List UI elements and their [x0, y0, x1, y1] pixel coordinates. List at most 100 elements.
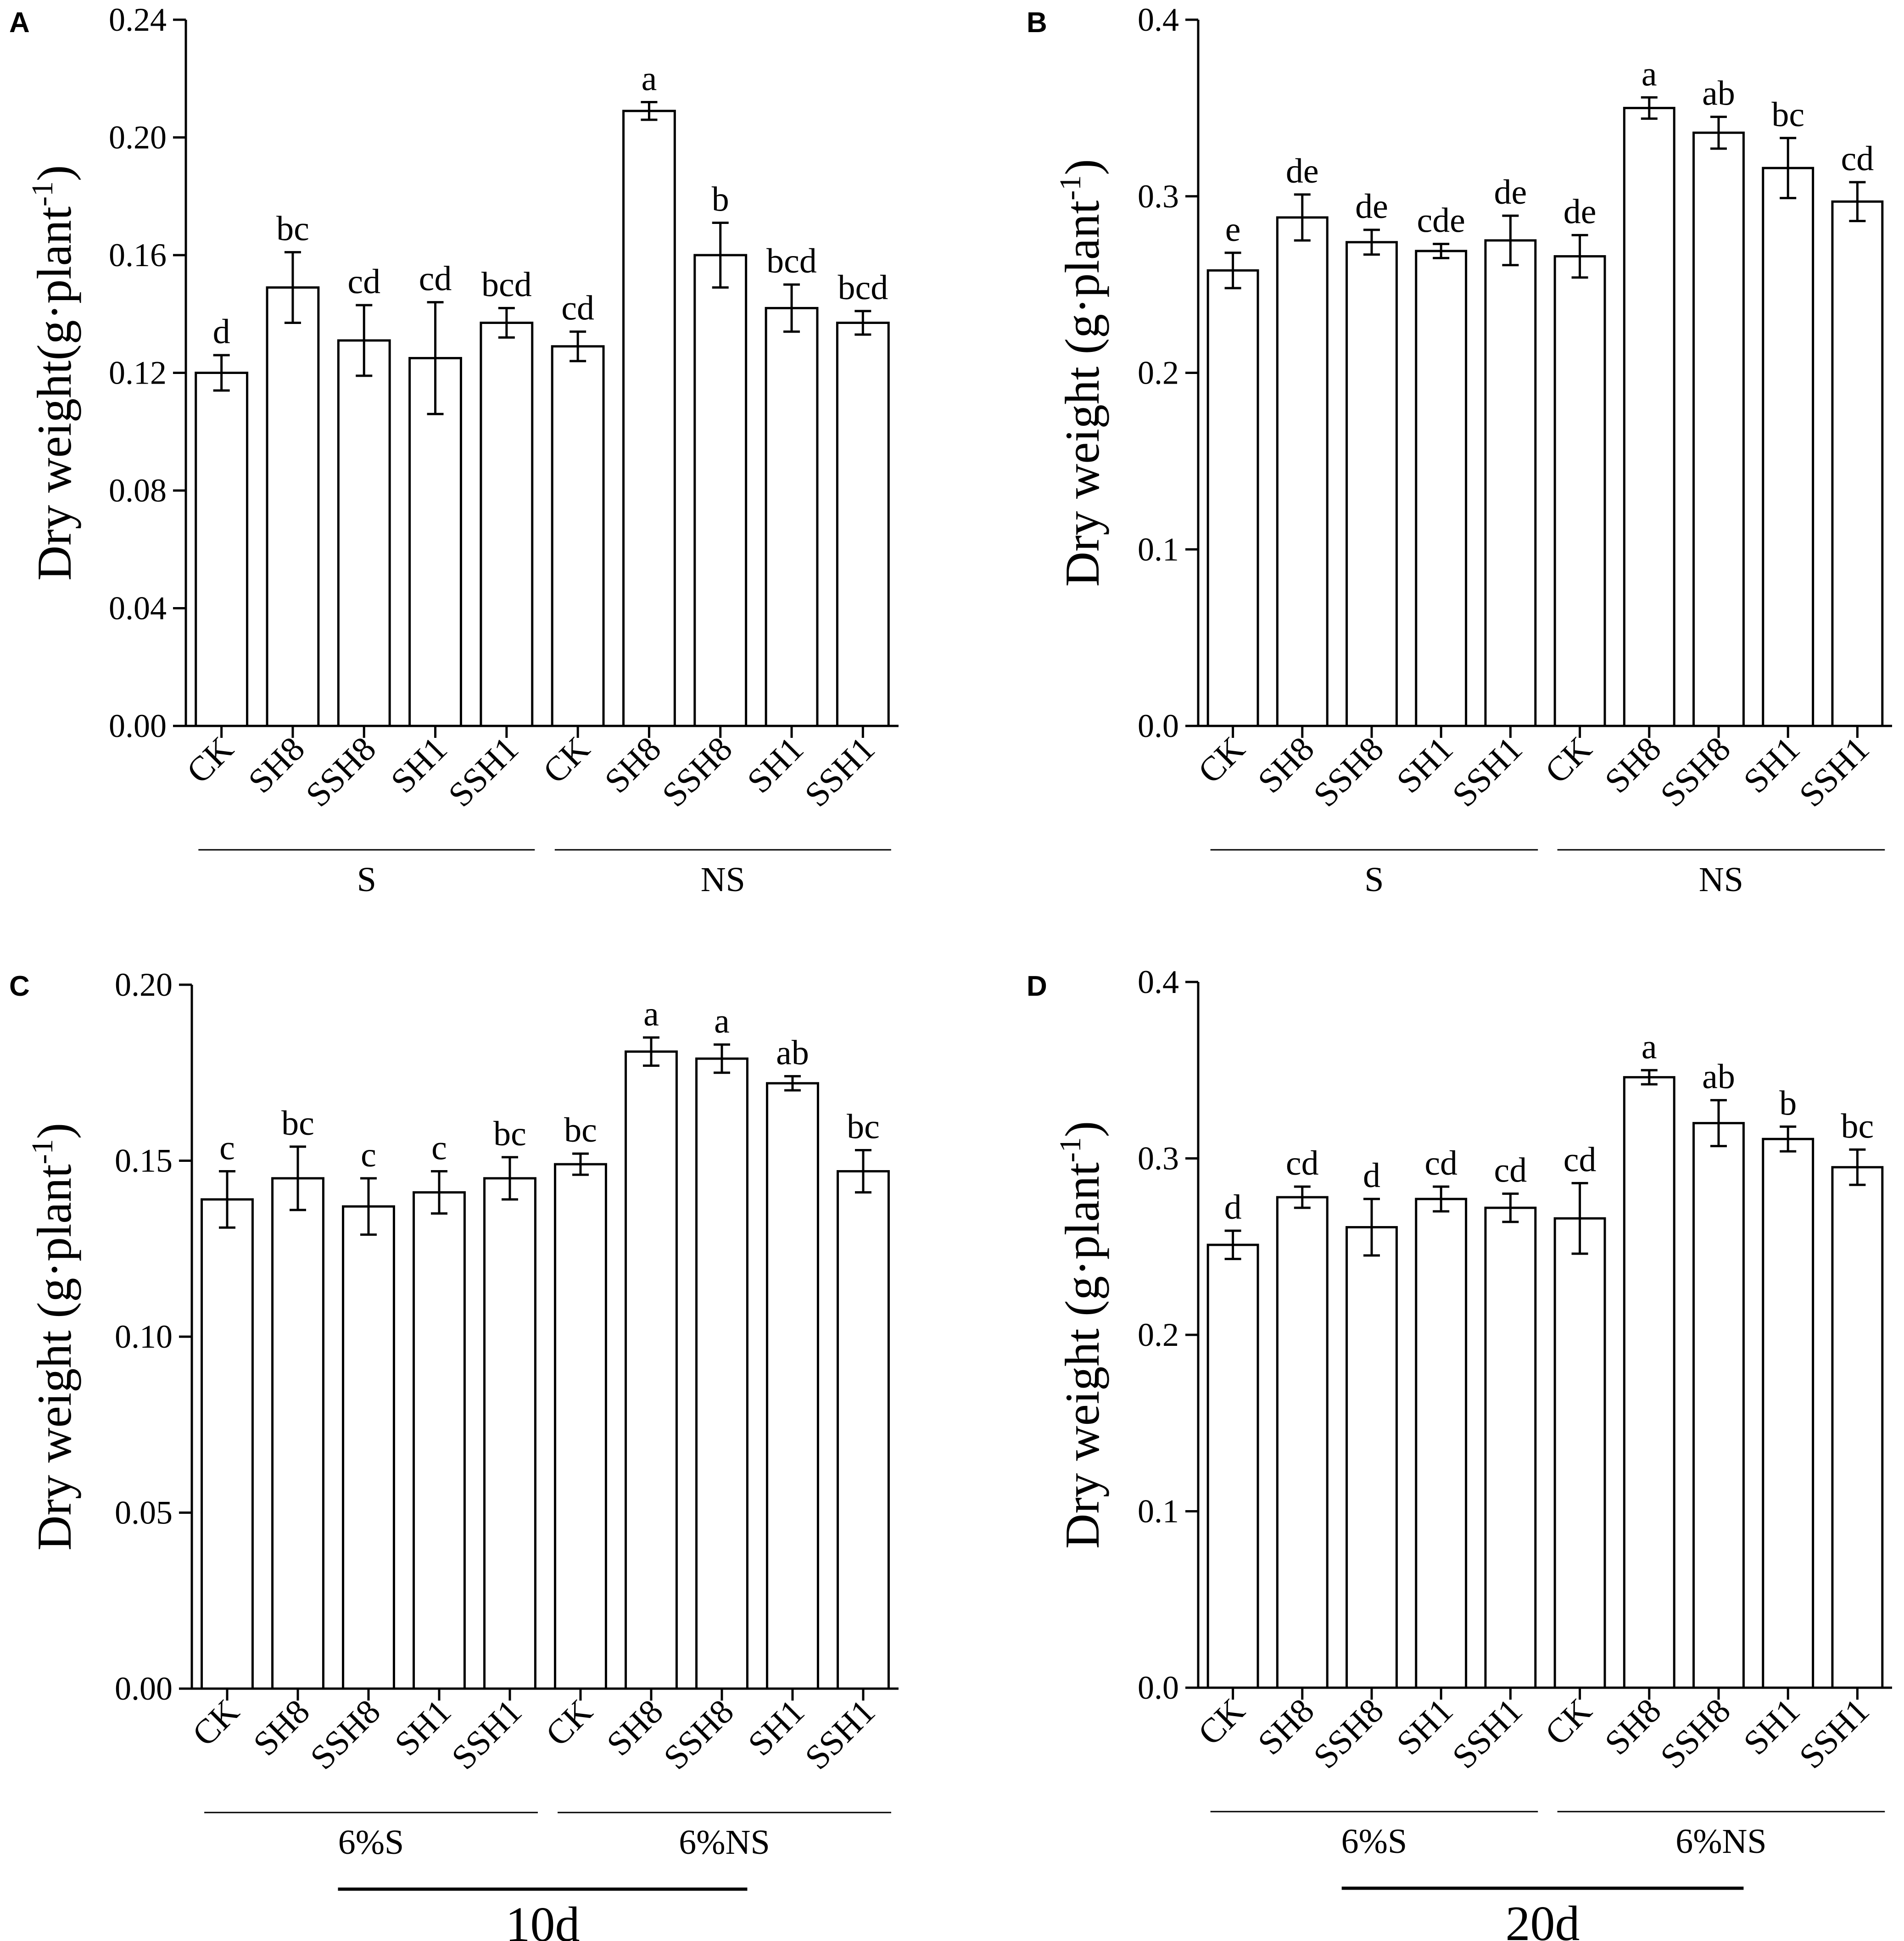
significance-letter: cd [1841, 139, 1874, 178]
significance-letter: cd [1563, 1140, 1597, 1179]
group-label: 6%S [338, 1823, 404, 1862]
bar [1206, 1244, 1259, 1689]
significance-letter: c [361, 1136, 376, 1174]
significance-letter: a [1642, 55, 1657, 93]
bar [1346, 1226, 1398, 1689]
x-tick-label: CK [1191, 730, 1252, 791]
x-tick-label: SSH1 [798, 1692, 882, 1777]
bar [1276, 1196, 1329, 1689]
bar [1762, 167, 1815, 727]
bar [766, 1082, 819, 1690]
bar [622, 110, 676, 727]
bar [1831, 1166, 1884, 1689]
bar [1692, 1122, 1745, 1689]
y-tick-label: 0.2 [1138, 355, 1179, 391]
bar [1692, 131, 1745, 727]
bar [1206, 269, 1259, 727]
x-tick-label: SSH8 [1653, 730, 1738, 814]
y-axis-label: Dry weight (g·plant-1) [1054, 159, 1109, 586]
significance-letter: cd [1424, 1144, 1457, 1182]
significance-letter: bc [1841, 1107, 1874, 1145]
bar [1762, 1138, 1815, 1689]
bar [837, 1170, 890, 1690]
x-tick-label: SSH1 [798, 730, 882, 814]
group-label: NS [1699, 860, 1743, 899]
y-tick-label: 0.1 [1138, 531, 1179, 568]
x-tick-label: SSH1 [1792, 1691, 1877, 1776]
significance-letter: d [213, 312, 230, 351]
bar [1415, 250, 1468, 727]
y-tick-label: 0.16 [109, 237, 167, 273]
bar [1276, 216, 1329, 727]
group-label: NS [701, 860, 745, 899]
significance-letter: de [1494, 173, 1527, 212]
significance-letter: de [1286, 152, 1319, 190]
x-tick-label: SSH8 [656, 1692, 741, 1777]
significance-letter: ab [776, 1033, 809, 1072]
x-tick-label: CK [179, 730, 241, 791]
bar [337, 339, 391, 727]
y-axis-label: Dry weight (g·plant-1) [26, 1123, 81, 1551]
x-tick-label: SSH8 [303, 1692, 388, 1777]
significance-letter: bcd [838, 268, 888, 307]
panel-letter: A [9, 7, 30, 39]
significance-letter: cd [1494, 1151, 1527, 1189]
significance-letter: a [642, 60, 657, 98]
y-tick-label: 0.1 [1138, 1493, 1179, 1530]
significance-letter: bc [276, 210, 309, 248]
significance-letter: bcd [766, 242, 817, 280]
x-tick-label: CK [1538, 730, 1599, 791]
bar [1346, 241, 1398, 727]
y-tick-label: 0.2 [1138, 1316, 1179, 1353]
y-tick-label: 0.05 [115, 1495, 173, 1531]
significance-letter: de [1355, 187, 1388, 226]
bar [836, 321, 890, 727]
bar [1623, 106, 1675, 727]
significance-letter: cd [561, 289, 594, 328]
x-tick-label: SSH8 [655, 730, 740, 814]
x-tick-label: CK [536, 730, 597, 791]
significance-letter: bc [847, 1107, 880, 1146]
bar [1415, 1198, 1468, 1689]
panel-A: A 0.00 0.04 0.08 0.12 0.16 0.20 0.24 Dry weight(… [9, 1, 899, 899]
group-label: S [1364, 860, 1384, 899]
y-tick-label: 0.20 [115, 966, 173, 1003]
bar [408, 357, 462, 727]
x-tick-label: SSH1 [1792, 730, 1877, 814]
significance-letter: e [1225, 210, 1241, 249]
y-axis-label: Dry weight (g·plant-1) [1054, 1121, 1109, 1549]
significance-letter: bc [1771, 95, 1804, 134]
bar [1623, 1076, 1675, 1689]
panel-letter: C [9, 970, 30, 1002]
x-tick-label: CK [538, 1692, 600, 1754]
group-label: 6%NS [679, 1823, 770, 1862]
x-tick-label: SSH1 [441, 730, 526, 814]
bar [342, 1205, 395, 1690]
y-tick-label: 0.24 [109, 1, 167, 38]
x-tick-label: SSH1 [444, 1692, 529, 1777]
panel-B: B 0.0 0.1 0.2 0.3 0.4 Dry weight (g·plant-1) e C… [1027, 1, 1892, 899]
y-tick-label: 0.00 [115, 1670, 173, 1707]
significance-letter: de [1563, 192, 1597, 231]
bar [480, 321, 534, 727]
bar [554, 1163, 607, 1690]
significance-letter: a [643, 995, 659, 1033]
bar [271, 1177, 324, 1690]
x-tick-label: SSH1 [1445, 1691, 1530, 1776]
significance-letter: ab [1702, 74, 1735, 113]
x-tick-label: SSH8 [1306, 730, 1391, 814]
bar [551, 345, 605, 727]
y-tick-label: 0.12 [109, 355, 167, 391]
bar [413, 1191, 466, 1690]
bar [201, 1198, 254, 1690]
bar [1484, 239, 1537, 727]
bar [693, 254, 748, 727]
significance-letter: cd [1286, 1144, 1319, 1182]
significance-letter: cd [419, 260, 452, 298]
bar [195, 372, 249, 727]
bar [1831, 200, 1884, 727]
x-tick-label: SSH8 [298, 730, 383, 814]
y-tick-label: 0.4 [1138, 1, 1179, 38]
x-tick-label: SSH8 [1306, 1691, 1391, 1776]
x-tick-label: SSH8 [1653, 1691, 1738, 1776]
